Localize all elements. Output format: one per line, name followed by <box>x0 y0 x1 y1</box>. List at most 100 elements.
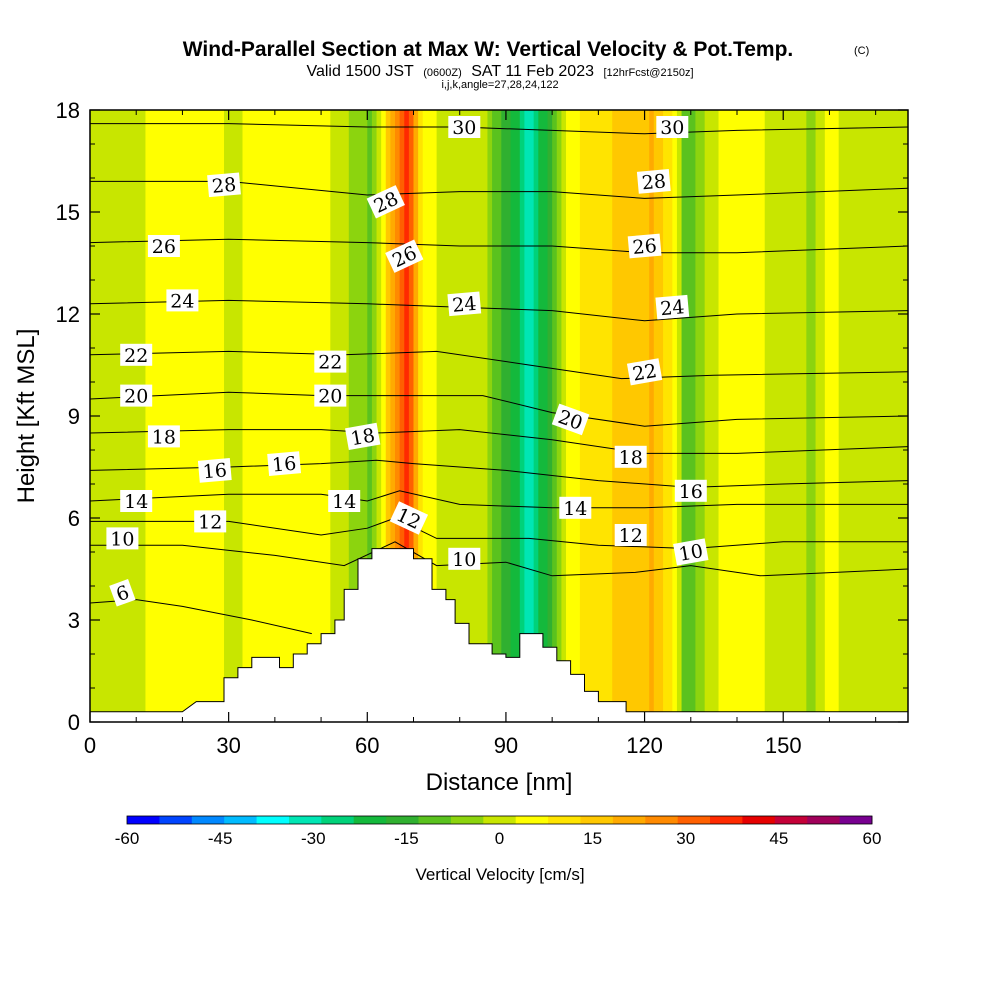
velocity-column <box>773 110 780 722</box>
velocity-column <box>325 110 331 722</box>
velocity-column <box>801 110 807 722</box>
velocity-column <box>792 110 798 722</box>
colorbar-tick-label: 45 <box>769 829 788 848</box>
velocity-column <box>843 110 849 722</box>
y-tick-label: 6 <box>68 506 80 531</box>
velocity-column <box>704 110 710 722</box>
velocity-column <box>459 110 465 722</box>
velocity-column <box>487 110 493 722</box>
velocity-column <box>113 110 119 722</box>
velocity-column <box>653 110 660 722</box>
contour-label: 28 <box>207 172 241 198</box>
velocity-column <box>159 110 165 722</box>
velocity-column <box>200 110 207 722</box>
velocity-column <box>136 110 142 722</box>
velocity-column <box>718 110 724 722</box>
velocity-column <box>251 110 257 722</box>
colorbar-tick-label: 15 <box>583 829 602 848</box>
contour-label: 22 <box>120 343 153 367</box>
velocity-column <box>413 110 419 722</box>
velocity-column <box>390 110 396 722</box>
velocity-column <box>182 110 188 722</box>
contour-label-box <box>147 235 180 257</box>
x-tick-label: 60 <box>355 733 379 758</box>
theta-contour-12 <box>90 517 908 550</box>
velocity-column <box>501 110 507 722</box>
velocity-column <box>311 110 318 722</box>
colorbar-swatch <box>191 816 225 824</box>
contour-label-box <box>366 185 405 219</box>
velocity-column <box>427 110 433 722</box>
contour-label-text: 12 <box>619 525 643 547</box>
contour-label: 16 <box>267 451 301 477</box>
colorbar-swatch <box>612 816 646 824</box>
velocity-column <box>150 110 156 722</box>
velocity-column <box>242 110 248 722</box>
velocity-column <box>482 110 489 722</box>
velocity-column <box>307 110 313 722</box>
velocity-column <box>265 110 271 722</box>
velocity-column <box>187 110 193 722</box>
velocity-column <box>99 110 105 722</box>
y-tick-label: 12 <box>56 302 80 327</box>
y-axis-ticks: 0 3 6 9 12 15 18 <box>56 98 908 735</box>
contour-label-text: 28 <box>211 174 237 198</box>
velocity-column <box>519 110 526 722</box>
contour-label-box <box>448 116 481 138</box>
velocity-column <box>529 110 535 722</box>
velocity-column <box>621 110 627 722</box>
velocity-column <box>639 110 646 722</box>
velocity-column <box>593 110 599 722</box>
colorbar-swatch <box>224 816 257 824</box>
velocity-column <box>533 110 539 722</box>
velocity-column <box>542 110 549 722</box>
velocity-column <box>196 110 202 722</box>
velocity-column <box>626 110 632 722</box>
velocity-column <box>367 110 373 722</box>
velocity-column <box>686 110 692 722</box>
colorbar-swatch <box>289 816 322 824</box>
velocity-column <box>857 110 863 722</box>
contour-label: 14 <box>120 490 153 513</box>
velocity-column <box>478 110 484 722</box>
theta-contour-22 <box>90 350 908 380</box>
y-tick-label: 9 <box>68 404 80 429</box>
y-tick-label: 15 <box>56 200 80 225</box>
velocity-column <box>764 110 770 722</box>
velocity-column <box>676 110 683 722</box>
velocity-column <box>713 110 720 722</box>
colorbar-swatch <box>418 816 452 824</box>
velocity-column <box>496 110 502 722</box>
colorbar-swatch <box>548 816 581 824</box>
colorbar-label: Vertical Velocity [cm/s] <box>415 865 584 884</box>
contour-label: 24 <box>166 289 199 312</box>
contour-label-text: 18 <box>152 426 176 448</box>
velocity-column <box>103 110 110 722</box>
x-axis-label: Distance [nm] <box>426 769 573 796</box>
velocity-column <box>589 110 595 722</box>
contour-label: 20 <box>314 384 347 408</box>
contour-label-box <box>614 524 647 546</box>
colorbar-swatch <box>353 816 387 824</box>
contour-label-box <box>626 358 663 386</box>
velocity-column <box>663 110 669 722</box>
velocity-column <box>473 110 479 722</box>
contour-label: 22 <box>314 350 347 374</box>
velocity-column <box>279 110 285 722</box>
velocity-column <box>741 110 747 722</box>
velocity-column <box>746 110 752 722</box>
velocity-column <box>547 110 553 722</box>
velocity-column <box>210 110 216 722</box>
velocity-column <box>847 110 854 722</box>
contour-label-box <box>551 403 590 436</box>
velocity-column <box>866 110 872 722</box>
contour-label-text: 16 <box>202 459 228 483</box>
colorbar-tick-label: 60 <box>863 829 882 848</box>
velocity-column <box>552 110 558 722</box>
theta-contour-30 <box>90 123 908 135</box>
colorbar-swatch <box>483 816 517 824</box>
velocity-column <box>431 110 438 722</box>
colorbar-swatch <box>710 816 743 824</box>
